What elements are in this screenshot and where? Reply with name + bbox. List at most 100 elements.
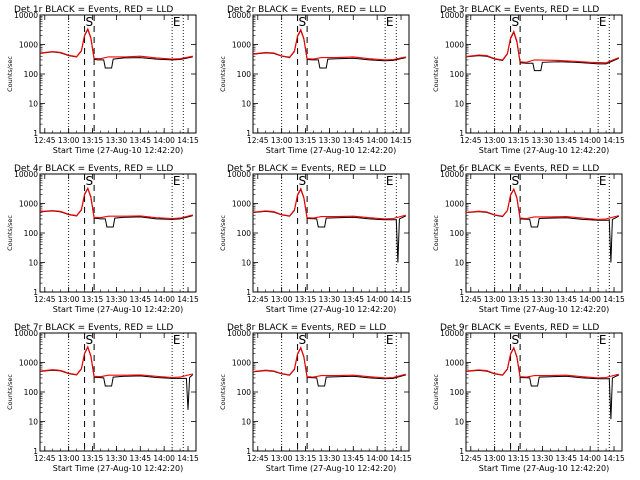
x-tick-label: 13:15 bbox=[508, 295, 530, 304]
x-tick-label: 14:15 bbox=[603, 454, 625, 463]
panel-2: Det 2r BLACK = Events, RED = LLD 1 10 100 10… bbox=[219, 5, 412, 155]
x-tick-label: 13:30 bbox=[106, 295, 128, 304]
x-tick-label: 13:00 bbox=[484, 295, 506, 304]
x-tick-label: 13:30 bbox=[319, 454, 341, 463]
x-tick-label: 14:00 bbox=[366, 295, 388, 304]
x-tick-label: 12:45 bbox=[460, 454, 482, 463]
x-axis-label: Start Time (27-Aug-10 12:42:20) bbox=[479, 305, 610, 314]
x-tick-label: 13:30 bbox=[532, 136, 554, 145]
panel-title: Det 8r BLACK = Events, RED = LLD bbox=[227, 323, 386, 333]
end-marker-label: E bbox=[599, 174, 607, 188]
x-tick-label: 12:45 bbox=[460, 136, 482, 145]
end-marker-label: E bbox=[599, 333, 607, 347]
y-tick-label: 1 bbox=[33, 129, 38, 138]
lld-series-line bbox=[252, 346, 406, 379]
y-tick-label: 10 bbox=[28, 418, 38, 427]
y-tick-label: 10000 bbox=[14, 11, 38, 20]
y-tick-label: 10000 bbox=[440, 11, 464, 20]
events-series-line bbox=[39, 345, 194, 410]
lld-series-line bbox=[465, 187, 619, 220]
panel-7: Det 7r BLACK = Events, RED = LLD 1 10 100 10… bbox=[6, 323, 199, 473]
end-marker-label: E bbox=[599, 15, 607, 29]
x-tick-label: 12:45 bbox=[460, 295, 482, 304]
y-tick-label: 1 bbox=[246, 129, 251, 138]
x-tick-label: 13:45 bbox=[342, 454, 364, 463]
end-marker-label: E bbox=[173, 15, 181, 29]
x-tick-label: 13:15 bbox=[295, 295, 317, 304]
x-axis-label: Start Time (27-Aug-10 12:42:20) bbox=[266, 305, 397, 314]
end-marker-label: E bbox=[173, 333, 181, 347]
x-tick-label: 13:30 bbox=[532, 454, 554, 463]
events-series-line bbox=[465, 346, 620, 420]
panel-8: Det 8r BLACK = Events, RED = LLD 1 10 100 10… bbox=[219, 323, 412, 473]
start-marker-label: S bbox=[299, 15, 307, 29]
y-tick-label: 1000 bbox=[19, 200, 38, 209]
x-tick-label: 14:00 bbox=[579, 295, 601, 304]
x-tick-label: 13:15 bbox=[508, 136, 530, 145]
end-marker-label: E bbox=[386, 15, 394, 29]
y-tick-label: 1000 bbox=[19, 359, 38, 368]
x-tick-label: 13:00 bbox=[58, 136, 80, 145]
plot-frame bbox=[252, 14, 410, 134]
x-tick-label: 12:45 bbox=[34, 454, 56, 463]
plot-frame bbox=[465, 14, 623, 134]
x-tick-label: 13:00 bbox=[58, 295, 80, 304]
x-axis-label: Start Time (27-Aug-10 12:42:20) bbox=[53, 305, 184, 314]
y-tick-label: 100 bbox=[237, 70, 252, 79]
plot-frame bbox=[39, 332, 197, 452]
x-tick-label: 12:45 bbox=[247, 454, 269, 463]
panel-title: Det 6r BLACK = Events, RED = LLD bbox=[440, 164, 599, 174]
x-tick-label: 13:00 bbox=[484, 136, 506, 145]
panel-title: Det 5r BLACK = Events, RED = LLD bbox=[227, 164, 386, 174]
y-tick-label: 100 bbox=[24, 70, 39, 79]
x-tick-label: 13:15 bbox=[82, 454, 104, 463]
x-tick-label: 13:00 bbox=[271, 136, 293, 145]
x-tick-label: 13:00 bbox=[484, 454, 506, 463]
x-tick-label: 13:30 bbox=[532, 295, 554, 304]
y-tick-label: 100 bbox=[237, 229, 252, 238]
x-tick-label: 13:45 bbox=[129, 136, 151, 145]
events-series-line bbox=[465, 30, 620, 72]
end-marker-label: E bbox=[386, 174, 394, 188]
x-axis-label: Start Time (27-Aug-10 12:42:20) bbox=[479, 464, 610, 473]
x-axis-label: Start Time (27-Aug-10 12:42:20) bbox=[53, 464, 184, 473]
panel-5: Det 5r BLACK = Events, RED = LLD 1 10 100 10… bbox=[219, 164, 412, 314]
y-tick-label: 10 bbox=[28, 100, 38, 109]
x-tick-label: 14:15 bbox=[603, 295, 625, 304]
end-marker-label: E bbox=[386, 333, 394, 347]
y-tick-label: 10000 bbox=[14, 170, 38, 179]
y-axis-label: Counts/sec bbox=[432, 374, 440, 410]
y-tick-label: 10 bbox=[241, 100, 251, 109]
x-axis-label: Start Time (27-Aug-10 12:42:20) bbox=[479, 146, 610, 155]
x-tick-label: 14:15 bbox=[390, 295, 412, 304]
y-axis-label: Counts/sec bbox=[6, 56, 14, 92]
x-tick-label: 14:15 bbox=[177, 136, 199, 145]
start-marker-label: S bbox=[86, 174, 94, 188]
x-tick-label: 13:30 bbox=[106, 454, 128, 463]
start-marker-label: S bbox=[512, 333, 520, 347]
x-tick-label: 13:45 bbox=[129, 454, 151, 463]
x-tick-label: 13:30 bbox=[106, 136, 128, 145]
x-tick-label: 12:45 bbox=[34, 136, 56, 145]
panel-6: Det 6r BLACK = Events, RED = LLD 1 10 100 10… bbox=[432, 164, 625, 314]
lld-series-line bbox=[252, 187, 406, 220]
y-tick-label: 1000 bbox=[19, 41, 38, 50]
y-tick-label: 10000 bbox=[227, 170, 251, 179]
end-marker-label: E bbox=[173, 174, 181, 188]
y-tick-label: 10 bbox=[28, 259, 38, 268]
x-tick-label: 14:00 bbox=[366, 454, 388, 463]
x-tick-label: 13:00 bbox=[271, 454, 293, 463]
y-tick-label: 100 bbox=[450, 229, 465, 238]
events-series-line bbox=[252, 346, 406, 387]
y-tick-label: 100 bbox=[450, 70, 465, 79]
panel-9: Det 9r BLACK = Events, RED = LLD 1 10 100 10… bbox=[432, 323, 625, 473]
y-tick-label: 100 bbox=[450, 388, 465, 397]
x-tick-label: 14:00 bbox=[153, 454, 175, 463]
x-tick-label: 12:45 bbox=[247, 295, 269, 304]
x-tick-label: 13:45 bbox=[555, 295, 577, 304]
x-tick-label: 14:15 bbox=[390, 136, 412, 145]
x-tick-label: 13:15 bbox=[508, 454, 530, 463]
x-tick-label: 13:45 bbox=[342, 295, 364, 304]
y-tick-label: 1 bbox=[246, 288, 251, 297]
